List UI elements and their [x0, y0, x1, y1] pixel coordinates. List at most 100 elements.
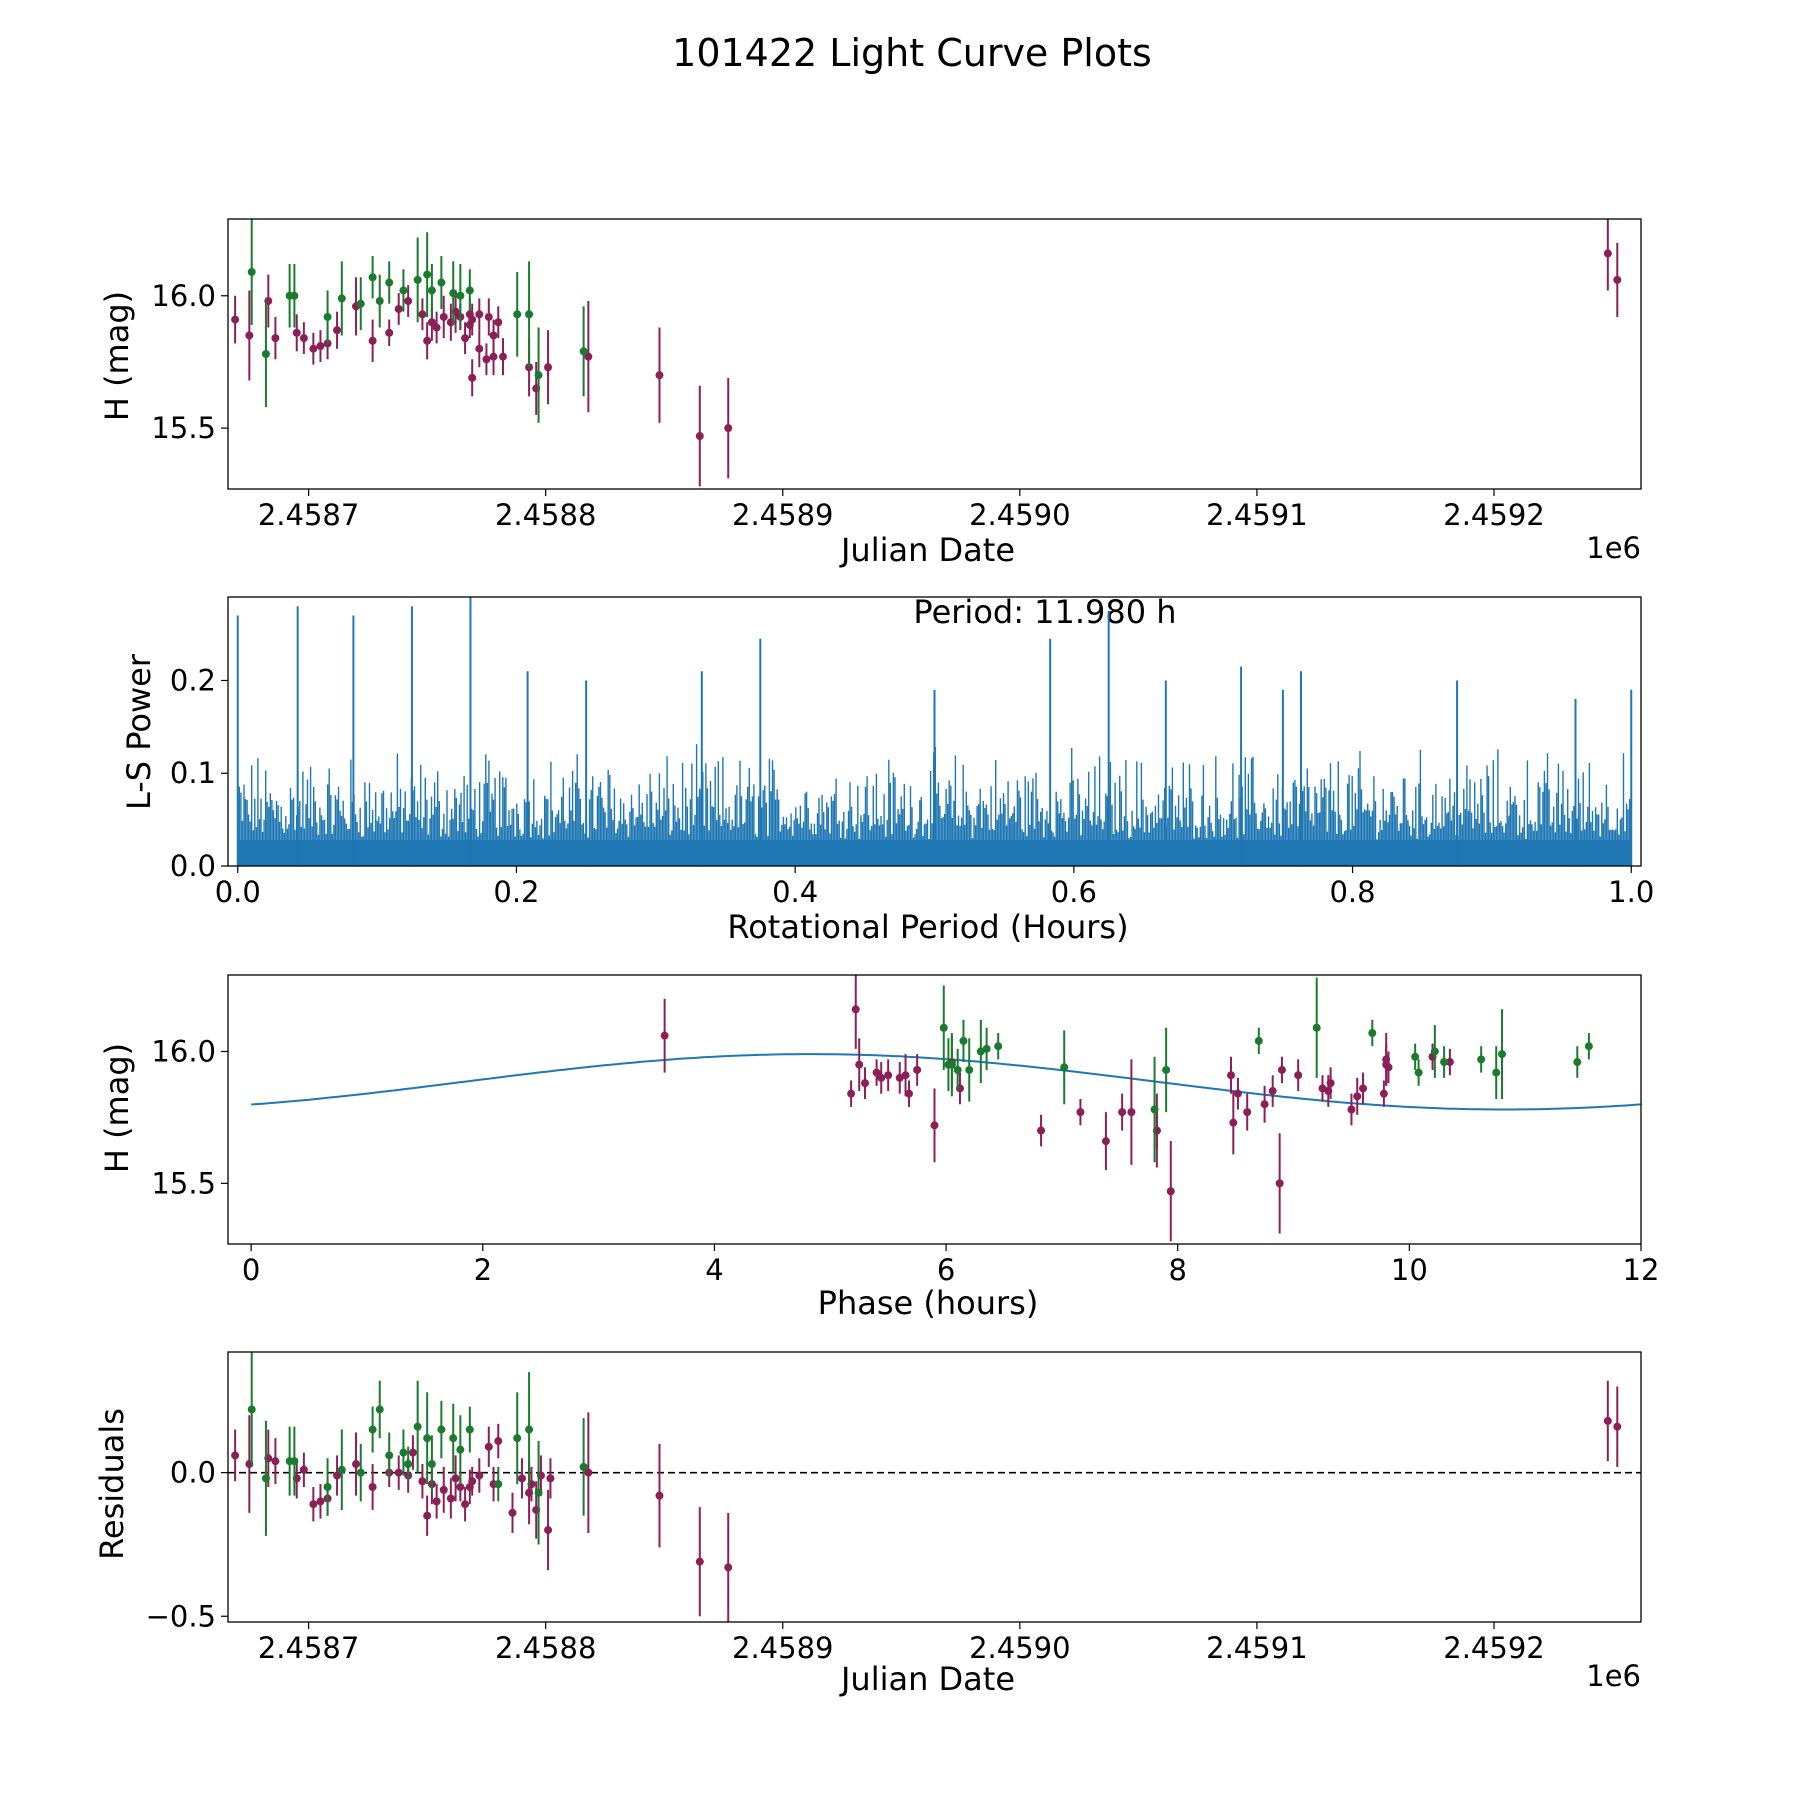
data-point — [468, 1477, 477, 1486]
data-point — [534, 371, 543, 380]
data-point — [584, 352, 593, 361]
data-point — [494, 1480, 503, 1489]
data-point — [1440, 1058, 1449, 1067]
phase-ylabel: H (mag) — [98, 1043, 136, 1173]
data-point — [245, 331, 254, 340]
x-tick-label: 2.4591 — [1206, 498, 1307, 532]
y-tick-label: 16.0 — [151, 279, 216, 313]
data-point — [432, 1497, 441, 1506]
data-point — [418, 310, 427, 319]
data-point — [1613, 1422, 1622, 1431]
data-point — [475, 310, 484, 319]
data-point — [461, 1500, 470, 1509]
data-point — [1312, 1023, 1321, 1032]
data-point — [437, 278, 446, 287]
axes-frame — [227, 218, 1642, 490]
light-curve-ylabel: H (mag) — [98, 291, 136, 421]
data-point — [1076, 1108, 1085, 1117]
data-point — [695, 1557, 704, 1566]
residuals-xlabel: Julian Date — [839, 1660, 1015, 1698]
data-point — [525, 310, 534, 319]
data-point — [1233, 1089, 1242, 1098]
data-point — [413, 275, 422, 284]
data-point — [437, 1425, 446, 1434]
data-point — [385, 1451, 394, 1460]
data-point — [517, 1474, 526, 1483]
x-tick-label: 0.0 — [215, 875, 261, 909]
x-tick-label: 2.4590 — [969, 1631, 1070, 1665]
data-point — [1260, 1100, 1269, 1109]
data-point — [427, 286, 436, 295]
data-point — [1326, 1079, 1335, 1088]
data-point — [337, 294, 346, 303]
x-tick-label: 2.4587 — [258, 498, 359, 532]
data-point — [584, 1468, 593, 1477]
data-point — [1445, 1058, 1454, 1067]
data-point — [1492, 1068, 1501, 1077]
data-point — [544, 1526, 553, 1535]
axes-frame — [227, 1351, 1642, 1623]
data-point — [513, 310, 522, 319]
residuals-panel: Julian Date Residuals 1e6 2.4587 2.4588 2.… — [93, 1351, 1642, 1698]
data-point — [1353, 1092, 1362, 1101]
x-tick-label: 2 — [474, 1253, 492, 1287]
data-point — [465, 286, 474, 295]
data-point — [449, 1434, 458, 1443]
data-point — [1275, 1179, 1284, 1188]
data-point — [456, 1483, 465, 1491]
data-point — [534, 1488, 543, 1497]
data-point — [316, 342, 325, 351]
data-point — [1603, 249, 1612, 258]
y-tick-label: 0.0 — [170, 1456, 216, 1490]
data-point — [323, 312, 332, 321]
data-point — [579, 1462, 588, 1471]
data-point — [468, 373, 477, 382]
figure-title: 101422 Light Curve Plots — [672, 31, 1152, 75]
data-point — [1226, 1071, 1235, 1080]
data-point — [513, 1434, 522, 1443]
data-point — [413, 1422, 422, 1431]
y-tick-label: 0.0 — [170, 849, 216, 883]
data-points — [228, 1352, 1641, 1622]
data-point — [695, 432, 704, 441]
data-point — [299, 1465, 308, 1474]
data-point — [333, 326, 342, 335]
data-point — [385, 328, 394, 337]
periodogram-panel: Rotational Period (Hours) L-S Power Peri… — [120, 593, 1654, 946]
data-point — [905, 1089, 914, 1098]
data-point — [323, 1483, 332, 1491]
data-point — [724, 1563, 733, 1572]
data-point — [333, 1471, 342, 1480]
x-tick-label: 2.4590 — [969, 498, 1070, 532]
data-point — [1268, 1087, 1277, 1096]
data-point — [427, 318, 436, 327]
data-point — [1277, 1065, 1286, 1074]
data-point — [1359, 1084, 1368, 1093]
periodogram-trace — [236, 597, 1633, 866]
data-point — [546, 1474, 555, 1483]
data-point — [423, 336, 432, 345]
data-point — [489, 352, 498, 361]
data-point — [231, 315, 240, 324]
data-point — [1498, 1050, 1507, 1059]
data-point — [861, 1079, 870, 1088]
data-point — [855, 1060, 864, 1069]
period-annotation: Period: 11.980 h — [913, 593, 1176, 631]
x-tick-label: 2.4587 — [258, 1631, 359, 1665]
data-point — [446, 1494, 455, 1503]
data-point — [271, 334, 280, 343]
data-point — [508, 1508, 517, 1517]
data-point — [499, 352, 508, 361]
data-point — [394, 1468, 403, 1477]
data-point — [851, 1005, 860, 1014]
data-point — [439, 1485, 448, 1494]
x-tick-label: 0.2 — [493, 875, 539, 909]
data-point — [247, 267, 256, 276]
data-point — [1162, 1065, 1171, 1074]
data-point — [309, 344, 318, 353]
light-curve-xlabel: Julian Date — [839, 531, 1015, 569]
axes-frame — [227, 974, 1642, 1245]
data-point — [1368, 1029, 1377, 1038]
data-point — [489, 331, 498, 340]
